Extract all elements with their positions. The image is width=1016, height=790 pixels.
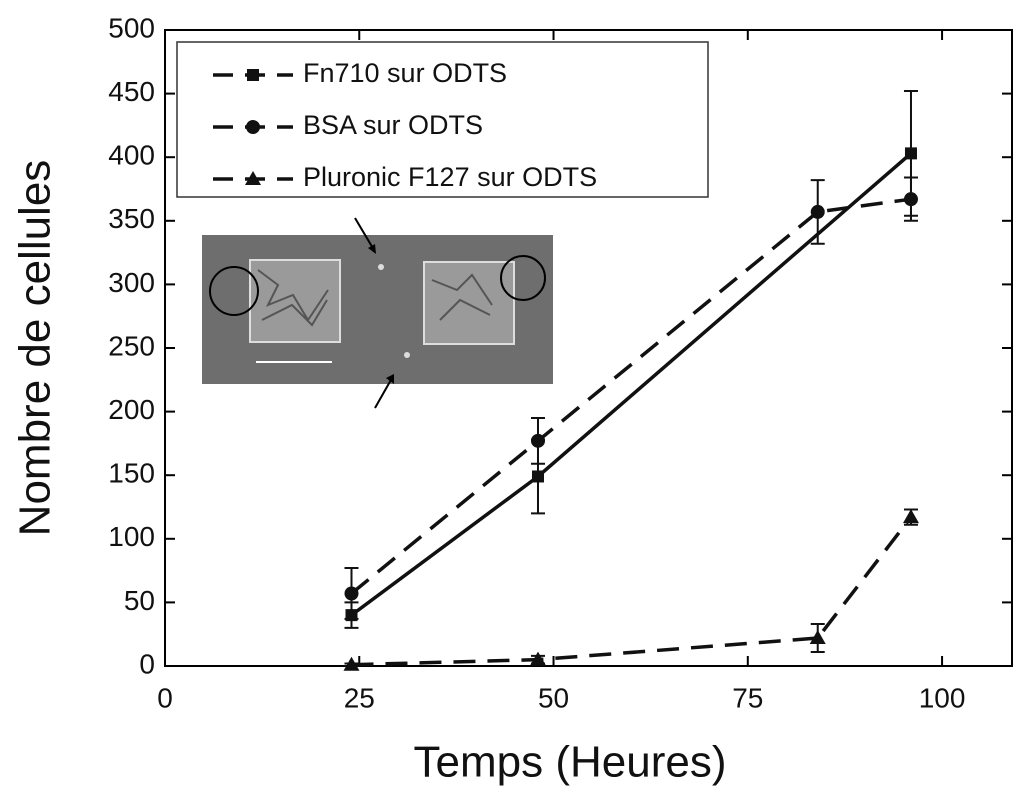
marker xyxy=(902,509,919,524)
inset-image xyxy=(202,217,553,409)
marker xyxy=(903,192,918,207)
legend-box xyxy=(176,41,709,198)
y-tick-label: 150 xyxy=(108,458,155,489)
x-tick-label: 75 xyxy=(732,682,763,713)
marker xyxy=(531,470,544,483)
y-tick-label: 250 xyxy=(108,330,155,361)
marker xyxy=(344,586,359,601)
series-line xyxy=(351,516,913,667)
legend-label: BSA sur ODTS xyxy=(303,110,483,140)
x-tick-label: 100 xyxy=(919,682,966,713)
x-tick-label: 0 xyxy=(157,682,173,713)
y-tick-label: 450 xyxy=(108,76,155,107)
legend-marker xyxy=(247,69,259,81)
x-tick-label: 25 xyxy=(344,682,375,713)
y-tick-label: 200 xyxy=(108,394,155,425)
y-tick-label: 400 xyxy=(108,140,155,171)
y-axis-label: Nombre de cellules xyxy=(11,160,60,537)
y-tick-label: 350 xyxy=(108,203,155,234)
legend-marker xyxy=(246,120,260,134)
marker xyxy=(529,651,546,666)
marker xyxy=(530,433,545,448)
x-tick-label: 50 xyxy=(538,682,569,713)
marker xyxy=(904,147,917,160)
y-tick-label: 300 xyxy=(108,267,155,298)
series-line xyxy=(350,197,912,595)
marker xyxy=(809,630,826,645)
y-tick-label: 50 xyxy=(124,585,155,616)
legend-marker xyxy=(245,171,261,185)
x-axis-label: Temps (Heures) xyxy=(414,738,727,787)
y-tick-label: 0 xyxy=(139,648,155,679)
legend-label: Pluronic F127 sur ODTS xyxy=(303,162,597,192)
y-tick-label: 100 xyxy=(108,521,155,552)
series-line xyxy=(350,152,913,617)
marker xyxy=(343,656,360,671)
marker xyxy=(810,204,825,219)
legend-label: Fn710 sur ODTS xyxy=(303,58,507,88)
y-tick-label: 500 xyxy=(108,12,155,43)
